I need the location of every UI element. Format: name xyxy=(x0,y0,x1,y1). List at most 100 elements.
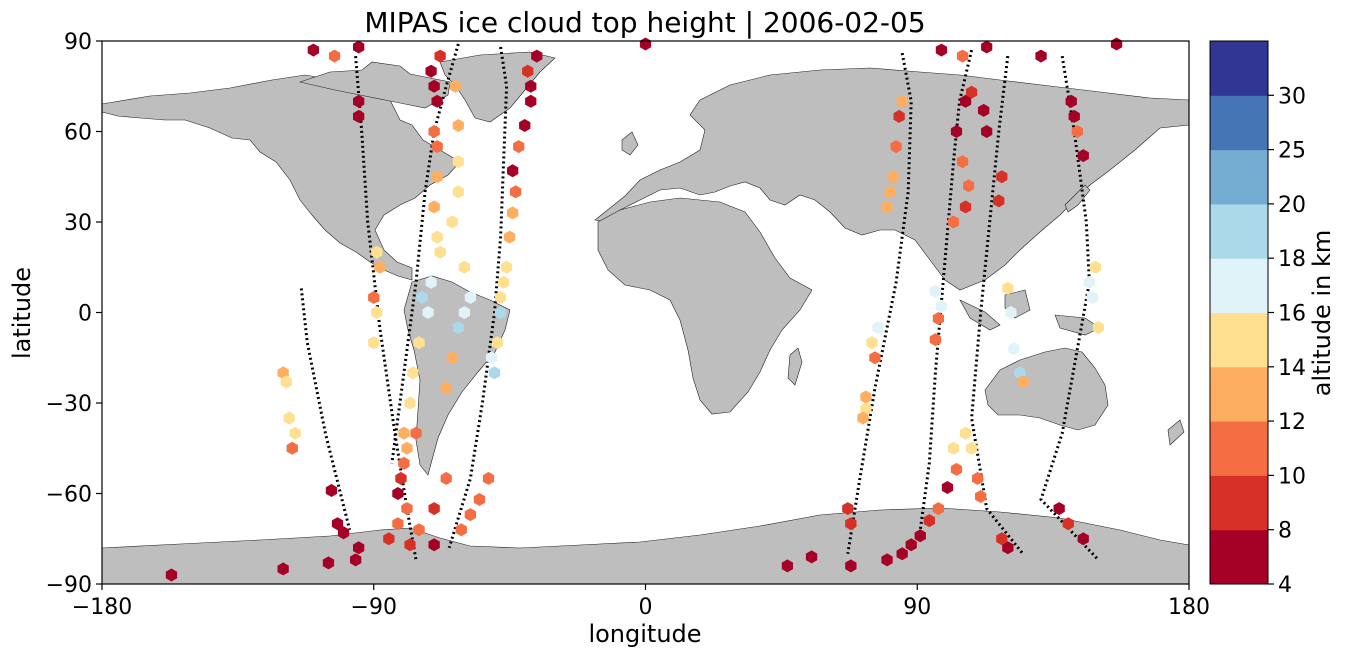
cloud-point xyxy=(525,79,537,93)
cloud-point xyxy=(488,366,501,380)
cloud-point xyxy=(881,553,893,567)
cloud-point xyxy=(1089,260,1101,274)
cloud-point xyxy=(845,559,857,573)
cloud-point xyxy=(981,125,993,138)
cloud-point xyxy=(932,502,944,516)
cloud-point xyxy=(857,411,869,425)
cloud-point xyxy=(866,336,878,350)
cloud-point xyxy=(413,523,425,537)
cloud-point xyxy=(416,290,428,304)
colorbar-tick-label: 20 xyxy=(1278,193,1306,218)
cloud-point xyxy=(353,94,365,108)
cloud-point xyxy=(1062,517,1074,531)
cloud-point xyxy=(280,375,292,389)
cloud-point xyxy=(165,568,178,582)
cloud-point xyxy=(407,366,419,380)
cloud-point xyxy=(368,290,380,304)
cloud-point xyxy=(1008,342,1020,356)
colorbar-tick-label: 4 xyxy=(1278,573,1292,598)
cloud-point xyxy=(428,125,440,138)
landmass-canadian-arctic xyxy=(298,61,451,109)
cloud-point xyxy=(507,164,519,178)
cloud-point xyxy=(428,538,440,552)
cloud-point xyxy=(805,550,818,564)
cloud-point xyxy=(896,94,908,108)
cloud-point xyxy=(434,49,446,63)
cloud-point xyxy=(935,300,947,313)
landmass-new-guinea xyxy=(1054,314,1101,336)
landmass-new-zealand xyxy=(1167,419,1185,446)
cloud-point xyxy=(464,290,476,304)
cloud-point xyxy=(431,170,443,184)
cloud-point xyxy=(383,532,395,546)
colorbar-segment xyxy=(1210,149,1268,205)
cloud-point xyxy=(890,140,902,154)
cloud-point xyxy=(896,547,908,561)
cloud-point xyxy=(950,462,963,476)
cloud-point xyxy=(1086,290,1098,304)
cloud-point xyxy=(455,523,467,537)
cloud-point xyxy=(325,484,338,497)
cloud-point xyxy=(392,517,404,531)
cloud-point xyxy=(978,103,990,117)
clear-sky-track xyxy=(447,46,509,549)
cloud-point xyxy=(1002,541,1014,555)
colorbar-tick-label: 8 xyxy=(1278,519,1292,544)
cloud-point xyxy=(422,306,434,319)
cloud-point xyxy=(425,64,437,78)
cloud-point xyxy=(398,426,410,440)
x-axis-label: longitude xyxy=(588,620,701,648)
cloud-point xyxy=(434,245,446,259)
cloud-point xyxy=(1068,109,1080,123)
cloud-point xyxy=(950,125,963,138)
cloud-point xyxy=(975,490,987,503)
cloud-point xyxy=(494,290,507,304)
cloud-point xyxy=(869,351,881,365)
y-axis-label: latitude xyxy=(8,267,36,359)
cloud-point xyxy=(884,185,896,199)
cloud-point xyxy=(935,43,947,57)
cloud-point xyxy=(368,336,380,350)
cloud-point xyxy=(286,441,298,455)
landmass-antarctica xyxy=(101,507,1190,585)
cloud-point xyxy=(452,155,464,169)
cloud-point xyxy=(413,336,425,350)
cloud-point xyxy=(501,260,513,274)
cloud-point xyxy=(513,140,525,154)
colorbar-tick-label: 25 xyxy=(1278,139,1306,164)
colorbar: 4 8 10 12 14 16 18 20 25 30 xyxy=(1209,40,1306,598)
cloud-point xyxy=(966,441,978,455)
cloud-point xyxy=(401,441,413,455)
cloud-point xyxy=(860,390,872,404)
colorbar-label: altitude in km xyxy=(1308,230,1336,397)
cloud-point xyxy=(431,230,443,244)
cloud-point xyxy=(956,49,969,63)
x-tick-label: 90 xyxy=(903,595,931,620)
cloud-point xyxy=(452,185,464,199)
colorbar-segment xyxy=(1210,475,1268,531)
cloud-point xyxy=(458,260,470,274)
cloud-point xyxy=(401,502,413,516)
colorbar-tick-label: 18 xyxy=(1278,247,1306,272)
cloud-point xyxy=(842,502,854,516)
cloud-point xyxy=(458,306,470,319)
cloud-point xyxy=(473,493,486,506)
cloud-point xyxy=(845,517,857,531)
cloud-point xyxy=(525,94,537,108)
colorbar-segment xyxy=(1210,529,1268,585)
colorbar-segment xyxy=(1210,258,1268,313)
colorbar-segment xyxy=(1210,41,1268,96)
landmass xyxy=(101,51,1190,585)
clear-sky-track xyxy=(846,52,913,555)
cloud-point xyxy=(440,471,452,485)
cloud-point xyxy=(283,411,295,425)
clear-sky-track xyxy=(299,288,352,531)
cloud-point xyxy=(531,49,543,63)
colorbar-segment xyxy=(1210,95,1268,151)
landmass-australia xyxy=(984,347,1109,431)
cloud-point xyxy=(941,481,954,494)
cloud-point xyxy=(1017,375,1029,389)
cloud-point xyxy=(504,230,516,244)
landmass-africa xyxy=(597,197,813,415)
map-plot-area xyxy=(101,37,1190,585)
